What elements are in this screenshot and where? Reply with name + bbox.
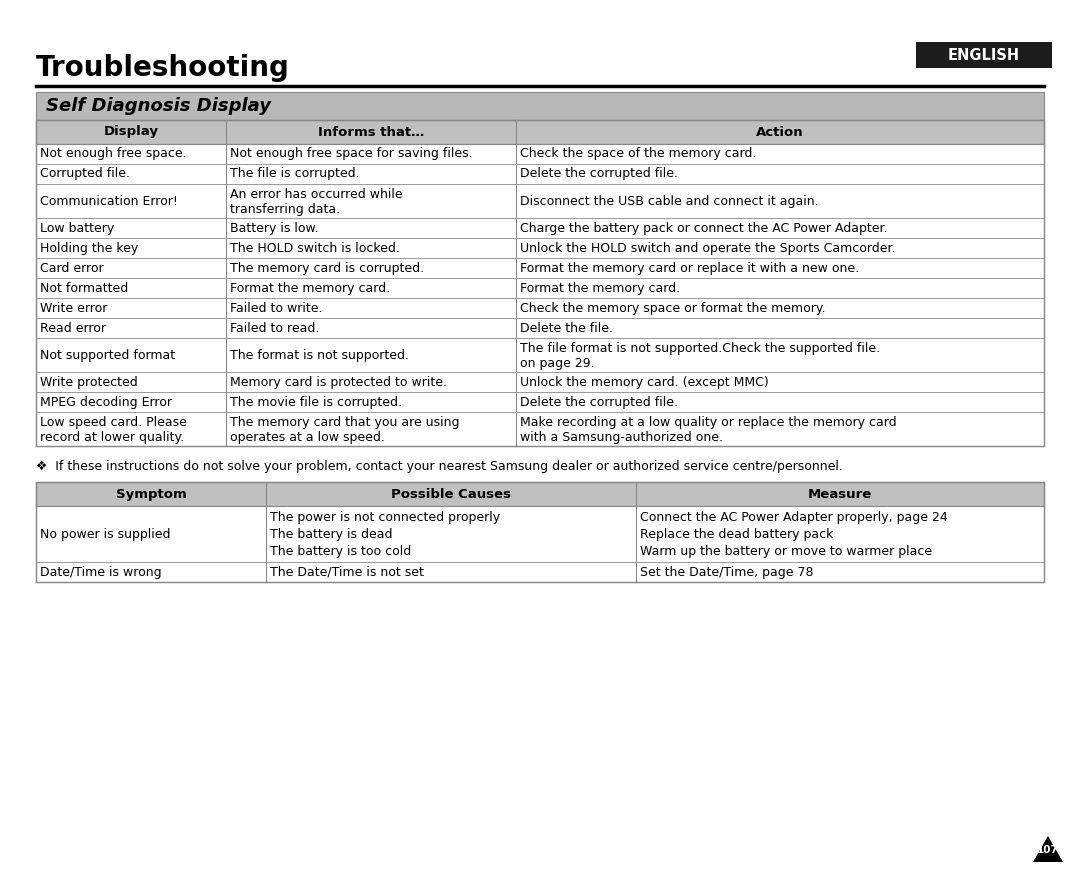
Text: Not formatted: Not formatted: [40, 281, 129, 295]
Text: Corrupted file.: Corrupted file.: [40, 168, 130, 180]
Text: The Date/Time is not set: The Date/Time is not set: [270, 566, 423, 578]
Text: The movie file is corrupted.: The movie file is corrupted.: [230, 395, 402, 408]
Text: Not enough free space.: Not enough free space.: [40, 147, 187, 161]
Bar: [36, 164, 1044, 184]
Bar: [36, 278, 1044, 298]
Text: transferring data.: transferring data.: [230, 202, 340, 216]
Text: Delete the corrupted file.: Delete the corrupted file.: [519, 168, 678, 180]
Text: 107: 107: [1037, 845, 1058, 855]
Bar: [36, 298, 1044, 318]
Bar: [36, 482, 1044, 582]
Text: Warm up the battery or move to warmer place: Warm up the battery or move to warmer pl…: [640, 544, 932, 558]
Bar: [36, 258, 1044, 278]
Text: Date/Time is wrong: Date/Time is wrong: [40, 566, 162, 578]
Bar: [36, 218, 1044, 238]
Text: Troubleshooting: Troubleshooting: [36, 54, 289, 82]
Text: Write protected: Write protected: [40, 376, 138, 389]
Bar: [36, 562, 1044, 582]
Text: Not supported format: Not supported format: [40, 348, 175, 361]
Text: Read error: Read error: [40, 321, 106, 335]
Text: record at lower quality.: record at lower quality.: [40, 431, 184, 443]
Text: Unlock the memory card. (except MMC): Unlock the memory card. (except MMC): [519, 376, 769, 389]
Bar: [36, 238, 1044, 258]
Text: Low speed card. Please: Low speed card. Please: [40, 416, 187, 429]
Bar: [36, 412, 1044, 446]
Text: Delete the corrupted file.: Delete the corrupted file.: [519, 395, 678, 408]
Bar: [916, 42, 1052, 68]
Bar: [36, 92, 1044, 120]
Text: ENGLISH: ENGLISH: [948, 47, 1021, 62]
Text: Informs that…: Informs that…: [318, 125, 424, 139]
Text: operates at a low speed.: operates at a low speed.: [230, 431, 384, 443]
Text: No power is supplied: No power is supplied: [40, 527, 171, 541]
Text: Possible Causes: Possible Causes: [391, 488, 511, 501]
Text: ❖  If these instructions do not solve your problem, contact your nearest Samsung: ❖ If these instructions do not solve you…: [36, 460, 842, 473]
Text: Failed to read.: Failed to read.: [230, 321, 320, 335]
Text: Replace the dead battery pack: Replace the dead battery pack: [640, 527, 834, 541]
Text: The HOLD switch is locked.: The HOLD switch is locked.: [230, 242, 400, 255]
Text: Set the Date/Time, page 78: Set the Date/Time, page 78: [640, 566, 813, 578]
Text: Connect the AC Power Adapter properly, page 24: Connect the AC Power Adapter properly, p…: [640, 511, 948, 524]
Bar: [36, 120, 1044, 446]
Text: Delete the file.: Delete the file.: [519, 321, 613, 335]
Bar: [36, 144, 1044, 164]
Text: Format the memory card.: Format the memory card.: [230, 281, 390, 295]
Text: Make recording at a low quality or replace the memory card: Make recording at a low quality or repla…: [519, 416, 896, 429]
Text: The memory card is corrupted.: The memory card is corrupted.: [230, 261, 424, 274]
Text: Measure: Measure: [808, 488, 873, 501]
Text: Symptom: Symptom: [116, 488, 187, 501]
Text: on page 29.: on page 29.: [519, 356, 595, 369]
Text: Unlock the HOLD switch and operate the Sports Camcorder.: Unlock the HOLD switch and operate the S…: [519, 242, 895, 255]
Text: Display: Display: [104, 125, 159, 139]
Text: Write error: Write error: [40, 302, 107, 314]
Text: Memory card is protected to write.: Memory card is protected to write.: [230, 376, 447, 389]
Text: MPEG decoding Error: MPEG decoding Error: [40, 395, 172, 408]
Text: An error has occurred while: An error has occurred while: [230, 187, 403, 201]
Text: Card error: Card error: [40, 261, 104, 274]
Text: Failed to write.: Failed to write.: [230, 302, 323, 314]
Text: Charge the battery pack or connect the AC Power Adapter.: Charge the battery pack or connect the A…: [519, 221, 888, 234]
Text: Format the memory card or replace it with a new one.: Format the memory card or replace it wit…: [519, 261, 859, 274]
Bar: [36, 338, 1044, 372]
Text: Battery is low.: Battery is low.: [230, 221, 319, 234]
Bar: [36, 372, 1044, 392]
Text: The battery is dead: The battery is dead: [270, 527, 392, 541]
Bar: [36, 482, 1044, 506]
Text: Disconnect the USB cable and connect it again.: Disconnect the USB cable and connect it …: [519, 194, 819, 208]
Text: The memory card that you are using: The memory card that you are using: [230, 416, 459, 429]
Bar: [36, 506, 1044, 562]
Bar: [36, 184, 1044, 218]
Text: Self Diagnosis Display: Self Diagnosis Display: [46, 97, 271, 115]
Text: Communication Error!: Communication Error!: [40, 194, 178, 208]
Bar: [36, 392, 1044, 412]
Text: Check the memory space or format the memory.: Check the memory space or format the mem…: [519, 302, 825, 314]
Text: The battery is too cold: The battery is too cold: [270, 544, 411, 558]
Text: The power is not connected properly: The power is not connected properly: [270, 511, 500, 524]
Text: The file format is not supported.Check the supported file.: The file format is not supported.Check t…: [519, 342, 880, 354]
Bar: [36, 120, 1044, 144]
Text: Format the memory card.: Format the memory card.: [519, 281, 680, 295]
Text: Low battery: Low battery: [40, 221, 114, 234]
Bar: [36, 318, 1044, 338]
Text: Holding the key: Holding the key: [40, 242, 138, 255]
Text: Action: Action: [756, 125, 804, 139]
Text: Check the space of the memory card.: Check the space of the memory card.: [519, 147, 756, 161]
Text: with a Samsung-authorized one.: with a Samsung-authorized one.: [519, 431, 723, 443]
Text: The format is not supported.: The format is not supported.: [230, 348, 409, 361]
Polygon shape: [1032, 836, 1063, 862]
Text: Not enough free space for saving files.: Not enough free space for saving files.: [230, 147, 473, 161]
Text: The file is corrupted.: The file is corrupted.: [230, 168, 360, 180]
